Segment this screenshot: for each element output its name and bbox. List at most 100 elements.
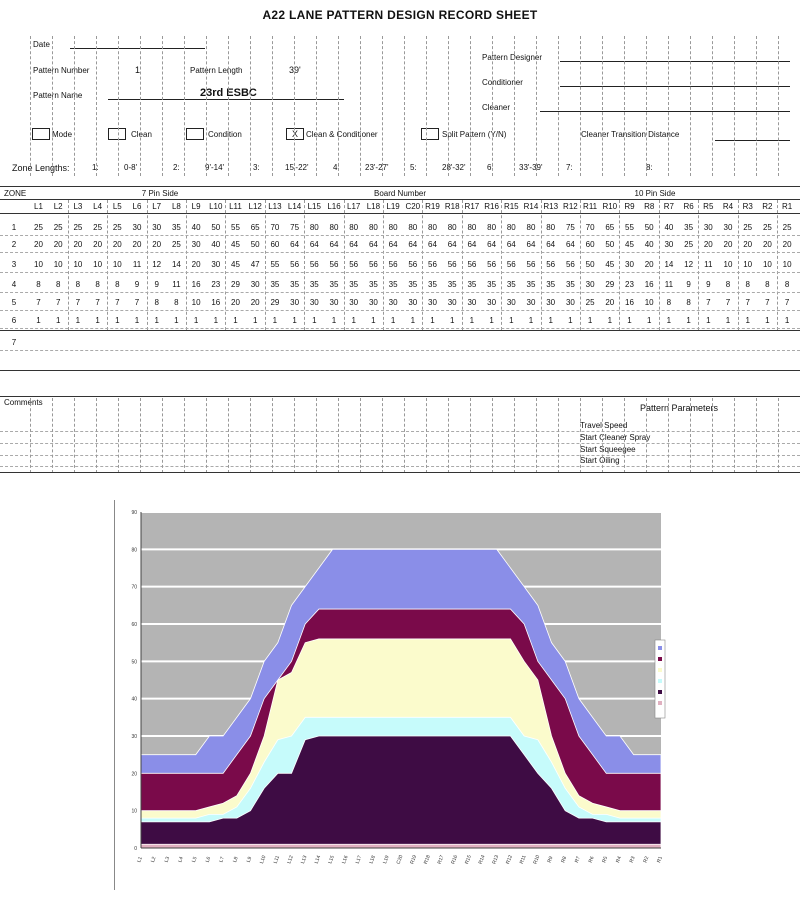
oil-unit-cell[interactable]: 25	[34, 223, 43, 232]
oil-unit-cell[interactable]: 65	[605, 223, 615, 232]
oil-unit-cell[interactable]: 56	[428, 260, 437, 269]
oil-unit-cell[interactable]: 7	[115, 298, 120, 307]
oil-unit-cell[interactable]: 30	[428, 298, 437, 307]
oil-unit-cell[interactable]: 56	[329, 260, 339, 269]
oil-unit-cell[interactable]: 11	[704, 260, 713, 269]
cleaner-transition-field[interactable]	[715, 140, 790, 141]
oil-unit-cell[interactable]: 64	[487, 240, 497, 249]
cleaner-field[interactable]	[540, 111, 790, 112]
oil-unit-cell[interactable]: 35	[447, 280, 457, 289]
oil-unit-cell[interactable]: 20	[191, 260, 201, 269]
oil-unit-cell[interactable]: 20	[34, 240, 43, 249]
oil-unit-cell[interactable]: 56	[408, 260, 418, 269]
oil-unit-cell[interactable]: 80	[487, 223, 497, 232]
oil-unit-cell[interactable]: 30	[191, 240, 201, 249]
oil-unit-cell[interactable]: 10	[191, 298, 201, 307]
oil-unit-cell[interactable]: 64	[565, 240, 575, 249]
oil-unit-cell[interactable]: 1	[134, 316, 140, 325]
oil-unit-cell[interactable]: 35	[487, 280, 497, 289]
oil-unit-cell[interactable]: 30	[388, 298, 398, 307]
oil-unit-cell[interactable]: 56	[349, 260, 359, 269]
oil-unit-cell[interactable]: 20	[605, 298, 615, 307]
oil-unit-cell[interactable]: 1	[489, 316, 494, 325]
oil-unit-cell[interactable]: 7	[745, 298, 750, 307]
oil-unit-cell[interactable]: 10	[644, 298, 654, 307]
oil-unit-cell[interactable]: 64	[506, 240, 516, 249]
oil-unit-cell[interactable]: 1	[272, 316, 278, 325]
oil-unit-cell[interactable]: 23	[211, 280, 221, 289]
oil-unit-cell[interactable]: 35	[467, 280, 477, 289]
oil-unit-cell[interactable]: 1	[371, 316, 376, 325]
oil-unit-cell[interactable]: 20	[703, 240, 713, 249]
oil-unit-cell[interactable]: 7	[706, 298, 711, 307]
oil-unit-cell[interactable]: 1	[55, 316, 61, 325]
condition-checkbox[interactable]	[186, 128, 204, 140]
oil-unit-cell[interactable]: 25	[743, 223, 753, 232]
oil-unit-cell[interactable]: 8	[115, 280, 120, 289]
oil-unit-cell[interactable]: 30	[309, 298, 319, 307]
oil-unit-cell[interactable]: 14	[664, 260, 674, 269]
oil-unit-cell[interactable]: 30	[723, 223, 733, 232]
oil-unit-cell[interactable]: 1	[666, 316, 672, 325]
clean-condition-checkbox[interactable]: X	[286, 128, 304, 140]
oil-unit-cell[interactable]: 56	[309, 260, 319, 269]
oil-unit-cell[interactable]: 1	[390, 316, 396, 325]
oil-unit-cell[interactable]: 25	[112, 223, 122, 232]
oil-unit-cell[interactable]: 64	[546, 240, 556, 249]
oil-unit-cell[interactable]: 1	[706, 316, 711, 325]
oil-unit-cell[interactable]: 80	[428, 223, 437, 232]
oil-unit-cell[interactable]: 25	[585, 298, 595, 307]
oil-unit-cell[interactable]: 7	[725, 298, 731, 307]
oil-unit-cell[interactable]: 1	[174, 316, 179, 325]
oil-unit-cell[interactable]: 25	[762, 223, 772, 232]
oil-unit-cell[interactable]: 30	[565, 298, 575, 307]
oil-unit-cell[interactable]: 8	[36, 280, 41, 289]
oil-unit-cell[interactable]: 20	[231, 298, 240, 307]
oil-unit-cell[interactable]: 1	[312, 316, 317, 325]
mode-checkbox[interactable]	[32, 128, 50, 140]
oil-unit-cell[interactable]: 20	[743, 240, 753, 249]
oil-unit-cell[interactable]: 64	[388, 240, 398, 249]
oil-unit-cell[interactable]: 10	[34, 260, 43, 269]
oil-unit-cell[interactable]: 64	[368, 240, 378, 249]
oil-unit-cell[interactable]: 30	[467, 298, 477, 307]
oil-unit-cell[interactable]: 30	[368, 298, 378, 307]
oil-unit-cell[interactable]: 1	[568, 316, 573, 325]
oil-unit-cell[interactable]: 1	[213, 316, 219, 325]
oil-unit-cell[interactable]: 30	[349, 298, 359, 307]
oil-unit-cell[interactable]: 8	[725, 280, 731, 289]
oil-unit-cell[interactable]: 7	[55, 298, 61, 307]
oil-unit-cell[interactable]: 1	[509, 316, 514, 325]
oil-unit-cell[interactable]: 50	[605, 240, 615, 249]
oil-unit-cell[interactable]: 35	[506, 280, 516, 289]
oil-unit-cell[interactable]: 1	[587, 316, 593, 325]
split-pattern-checkbox[interactable]	[421, 128, 439, 140]
oil-unit-cell[interactable]: 11	[132, 260, 142, 269]
oil-unit-cell[interactable]: 30	[408, 298, 418, 307]
oil-unit-cell[interactable]: 7	[95, 298, 100, 307]
oil-unit-cell[interactable]: 35	[428, 280, 437, 289]
oil-unit-cell[interactable]: 56	[526, 260, 536, 269]
oil-unit-cell[interactable]: 56	[487, 260, 497, 269]
oil-unit-cell[interactable]: 80	[388, 223, 398, 232]
oil-unit-cell[interactable]: 80	[408, 223, 418, 232]
oil-unit-cell[interactable]: 12	[152, 260, 162, 269]
pattern-name-field[interactable]	[108, 99, 344, 100]
oil-unit-cell[interactable]: 8	[55, 280, 61, 289]
oil-unit-cell[interactable]: 50	[644, 223, 654, 232]
oil-unit-cell[interactable]: 14	[171, 260, 181, 269]
oil-unit-cell[interactable]: 56	[565, 260, 575, 269]
oil-unit-cell[interactable]: 10	[112, 260, 122, 269]
oil-unit-cell[interactable]: 40	[191, 223, 201, 232]
pattern-designer-field[interactable]	[560, 61, 790, 62]
oil-unit-cell[interactable]: 1	[36, 316, 41, 325]
oil-unit-cell[interactable]: 1	[765, 316, 770, 325]
oil-unit-cell[interactable]: 11	[664, 280, 674, 289]
oil-unit-cell[interactable]: 10	[762, 260, 772, 269]
oil-unit-cell[interactable]: 1	[548, 316, 553, 325]
oil-unit-cell[interactable]: 1	[115, 316, 120, 325]
oil-unit-cell[interactable]: 8	[154, 298, 159, 307]
oil-unit-cell[interactable]: 9	[686, 280, 691, 289]
oil-unit-cell[interactable]: 70	[270, 223, 280, 232]
oil-unit-cell[interactable]: 30	[290, 298, 300, 307]
